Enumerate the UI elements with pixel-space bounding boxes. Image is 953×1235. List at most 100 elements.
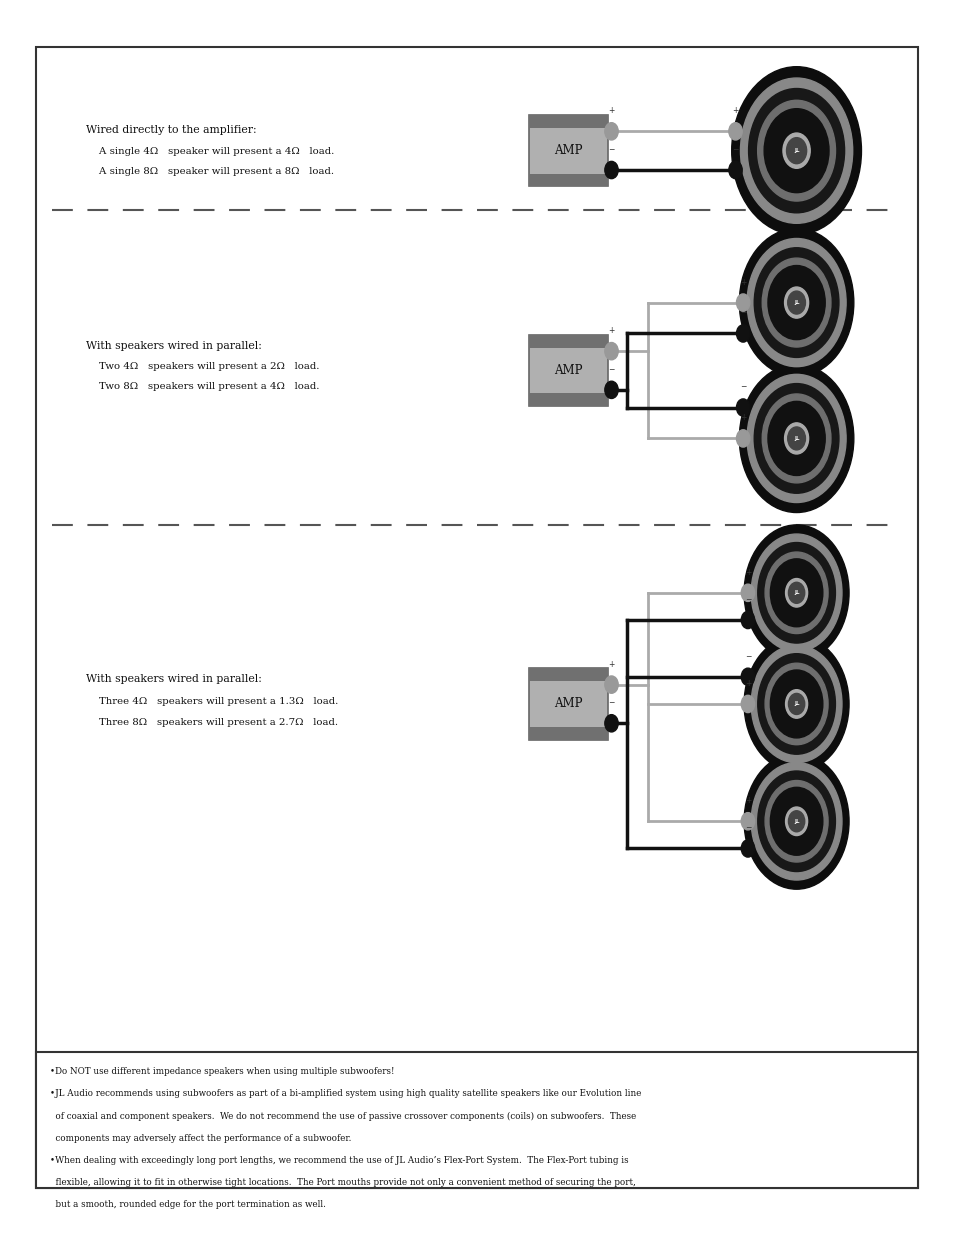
Text: Two 4Ω   speakers will present a 2Ω   load.: Two 4Ω speakers will present a 2Ω load. <box>86 362 319 372</box>
Bar <box>529 335 607 347</box>
Text: −: − <box>608 144 614 154</box>
Circle shape <box>767 401 824 475</box>
Circle shape <box>604 715 618 732</box>
Text: +: + <box>744 568 750 577</box>
Text: −: − <box>740 383 745 391</box>
Circle shape <box>740 611 754 629</box>
Circle shape <box>743 525 848 661</box>
Circle shape <box>782 133 809 168</box>
Circle shape <box>770 671 821 739</box>
Circle shape <box>770 788 821 855</box>
Circle shape <box>740 78 852 224</box>
Bar <box>529 115 607 127</box>
Circle shape <box>757 653 835 755</box>
Circle shape <box>763 109 828 193</box>
Circle shape <box>787 582 804 604</box>
Circle shape <box>787 810 804 832</box>
Circle shape <box>746 238 845 367</box>
Circle shape <box>731 67 861 235</box>
Text: Three 8Ω   speakers will present a 2.7Ω   load.: Three 8Ω speakers will present a 2.7Ω lo… <box>86 718 337 727</box>
Text: +: + <box>740 278 745 287</box>
Circle shape <box>740 668 754 685</box>
Circle shape <box>743 753 848 889</box>
Text: flexible, allowing it to fit in otherwise tight locations.  The Port mouths prov: flexible, allowing it to fit in otherwis… <box>50 1178 635 1187</box>
Circle shape <box>750 645 841 763</box>
Circle shape <box>740 695 754 713</box>
Circle shape <box>739 228 853 377</box>
Circle shape <box>757 771 835 872</box>
Text: +: + <box>740 414 745 422</box>
Circle shape <box>783 287 808 319</box>
Text: AMP: AMP <box>554 698 582 710</box>
Text: +: + <box>608 326 614 335</box>
Text: With speakers wired in parallel:: With speakers wired in parallel: <box>86 674 261 684</box>
Text: JL: JL <box>793 590 799 595</box>
Text: JL: JL <box>793 300 799 305</box>
Circle shape <box>784 578 807 608</box>
Circle shape <box>767 266 824 340</box>
Text: components may adversely affect the performance of a subwoofer.: components may adversely affect the perf… <box>50 1134 351 1142</box>
Circle shape <box>740 840 754 857</box>
Circle shape <box>757 542 835 643</box>
Text: −: − <box>608 698 614 708</box>
Circle shape <box>750 762 841 881</box>
Circle shape <box>761 258 830 347</box>
Text: AMP: AMP <box>554 144 582 157</box>
Text: Three 4Ω   speakers will present a 1.3Ω   load.: Three 4Ω speakers will present a 1.3Ω lo… <box>86 697 338 706</box>
Bar <box>529 668 607 740</box>
Circle shape <box>764 781 827 862</box>
Circle shape <box>750 534 841 652</box>
Circle shape <box>736 325 749 342</box>
Circle shape <box>787 427 804 450</box>
Text: of coaxial and component speakers.  We do not recommend the use of passive cross: of coaxial and component speakers. We do… <box>50 1112 636 1120</box>
Text: +: + <box>608 106 614 115</box>
Circle shape <box>740 813 754 830</box>
Circle shape <box>787 291 804 314</box>
Circle shape <box>604 162 618 179</box>
Circle shape <box>757 100 835 201</box>
Text: +: + <box>608 659 614 668</box>
Circle shape <box>728 162 741 179</box>
Text: JL: JL <box>793 436 799 441</box>
Bar <box>529 727 607 740</box>
Circle shape <box>604 676 618 693</box>
Circle shape <box>754 248 838 357</box>
Circle shape <box>784 806 807 836</box>
Circle shape <box>764 663 827 745</box>
Text: −: − <box>744 652 750 661</box>
Text: −: − <box>740 309 745 317</box>
Text: +: + <box>732 106 738 115</box>
Text: +: + <box>744 797 750 805</box>
Circle shape <box>761 394 830 483</box>
Circle shape <box>770 558 821 626</box>
Bar <box>529 174 607 186</box>
Text: AMP: AMP <box>554 364 582 377</box>
Circle shape <box>746 374 845 503</box>
Circle shape <box>604 382 618 399</box>
Circle shape <box>787 693 804 715</box>
Bar <box>529 668 607 680</box>
Circle shape <box>740 584 754 601</box>
Circle shape <box>784 689 807 719</box>
Circle shape <box>785 137 806 164</box>
Circle shape <box>604 122 618 140</box>
Text: Two 8Ω   speakers will present a 4Ω   load.: Two 8Ω speakers will present a 4Ω load. <box>86 382 319 391</box>
Text: A single 4Ω   speaker will present a 4Ω   load.: A single 4Ω speaker will present a 4Ω lo… <box>86 147 334 157</box>
Text: •JL Audio recommends using subwoofers as part of a bi-amplified system using hig: •JL Audio recommends using subwoofers as… <box>50 1089 640 1098</box>
Circle shape <box>739 364 853 513</box>
Bar <box>529 335 607 406</box>
Text: JL: JL <box>793 819 799 824</box>
Text: Wired directly to the amplifier:: Wired directly to the amplifier: <box>86 125 256 135</box>
Circle shape <box>743 636 848 772</box>
Text: With speakers wired in parallel:: With speakers wired in parallel: <box>86 341 261 351</box>
Bar <box>36 1052 917 1188</box>
Text: −: − <box>608 364 614 374</box>
Bar <box>529 394 607 406</box>
Circle shape <box>736 430 749 447</box>
Bar <box>529 115 607 186</box>
Text: but a smooth, rounded edge for the port termination as well.: but a smooth, rounded edge for the port … <box>50 1200 325 1209</box>
Text: A single 8Ω   speaker will present a 8Ω   load.: A single 8Ω speaker will present a 8Ω lo… <box>86 167 334 177</box>
Circle shape <box>736 294 749 311</box>
Circle shape <box>754 384 838 493</box>
Text: •Do NOT use different impedance speakers when using multiple subwoofers!: •Do NOT use different impedance speakers… <box>50 1067 394 1076</box>
